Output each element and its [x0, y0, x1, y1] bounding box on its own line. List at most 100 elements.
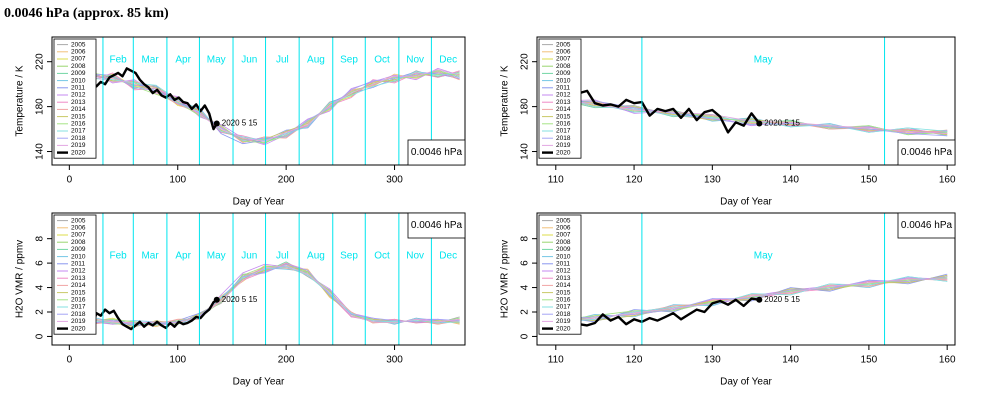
data-line	[69, 263, 460, 326]
y-tick-label: 2	[35, 309, 46, 315]
legend-label: 2019	[556, 142, 571, 149]
y-axis-label: H2O VMR / ppmv	[15, 240, 26, 318]
x-axis-label: Day of Year	[233, 377, 285, 388]
data-line	[69, 70, 460, 143]
legend-label: 2016	[556, 121, 571, 128]
end-annotation: 2020 5 15	[222, 295, 258, 304]
legend-label: 2011	[556, 85, 570, 92]
month-label: Aug	[307, 251, 325, 262]
pressure-box	[407, 212, 466, 239]
month-label: Aug	[307, 55, 325, 66]
end-annotation: 2020 5 15	[764, 295, 800, 304]
legend-label: 2008	[556, 239, 571, 246]
data-line	[555, 98, 948, 134]
data-line	[555, 276, 948, 325]
month-label: Jun	[241, 251, 257, 262]
legend-label: 2011	[71, 261, 85, 268]
legend-label: 2009	[71, 70, 86, 77]
legend-label: 2020	[71, 325, 86, 332]
legend-label: 2014	[71, 282, 86, 289]
legend-label: 2015	[556, 113, 571, 120]
legend-label: 2017	[556, 128, 571, 135]
legend-label: 2012	[71, 92, 86, 99]
data-line	[555, 278, 948, 321]
plot-area: Feb Mar Apr May Jun Jul Aug Sep Oct Nov Dec	[69, 213, 460, 345]
y-tick-label: 220	[520, 53, 531, 70]
plot-area: May	[555, 37, 948, 165]
legend-label: 2011	[71, 85, 85, 92]
x-tick-label: 200	[278, 355, 295, 366]
plot-area: May	[555, 213, 948, 345]
month-label: Nov	[406, 55, 424, 66]
legend-label: 2009	[556, 246, 571, 253]
data-line	[69, 267, 460, 326]
legend-label: 2010	[556, 77, 571, 84]
legend-label: 2018	[556, 135, 571, 142]
legend-label: 2007	[71, 232, 86, 239]
legend-label: 2007	[71, 56, 86, 63]
legend-label: 2010	[556, 253, 571, 260]
x-axis-label: Day of Year	[233, 197, 285, 208]
legend-label: 2015	[71, 113, 86, 120]
pressure-label: 0.0046 hPa	[901, 147, 953, 158]
legend-label: 2017	[71, 304, 86, 311]
x-tick-label: 300	[386, 175, 403, 186]
data-line	[69, 261, 460, 325]
legend-label: 2015	[71, 289, 86, 296]
x-tick-label: 130	[704, 355, 721, 366]
pressure-label: 0.0046 hPa	[411, 220, 463, 231]
data-line	[69, 262, 460, 325]
legend-label: 2008	[71, 239, 86, 246]
data-line	[69, 267, 460, 325]
y-axis-label: H2O VMR / ppmv	[500, 240, 511, 318]
pressure-box	[897, 139, 956, 166]
legend-label: 2013	[556, 99, 571, 106]
x-axis-label: Day of Year	[720, 197, 772, 208]
legend-label: 2006	[556, 225, 571, 232]
x-tick-label: 140	[782, 355, 799, 366]
y-tick-label: 4	[520, 284, 531, 290]
x-tick-label: 150	[861, 175, 878, 186]
legend-label: 2016	[71, 297, 86, 304]
data-line	[69, 68, 460, 146]
legend-label: 2005	[556, 217, 571, 224]
month-label: May	[207, 251, 226, 262]
legend-label: 2014	[71, 106, 86, 113]
pressure-label: 0.0046 hPa	[411, 147, 463, 158]
legend-label: 2006	[71, 49, 86, 56]
legend-label: 2005	[556, 41, 571, 48]
legend-label: 2018	[556, 311, 571, 318]
legend-label: 2020	[71, 149, 86, 156]
end-point	[213, 296, 220, 303]
x-tick-label: 120	[626, 355, 643, 366]
y-tick-label: 140	[35, 143, 46, 160]
legend-label: 2018	[71, 135, 86, 142]
data-line	[69, 265, 460, 324]
data-line	[69, 263, 460, 326]
month-label: Jun	[241, 55, 257, 66]
x-tick-label: 0	[67, 355, 73, 366]
x-tick-label: 160	[939, 355, 956, 366]
y-axis-label: Temperature / K	[15, 65, 26, 136]
month-label: Nov	[406, 251, 424, 262]
legend-label: 2010	[71, 253, 86, 260]
data-line	[555, 277, 948, 324]
legend-label: 2009	[71, 246, 86, 253]
x-tick-label: 110	[548, 175, 564, 186]
legend-label: 2010	[71, 77, 86, 84]
y-tick-label: 8	[35, 235, 46, 241]
x-axis-label: Day of Year	[720, 377, 772, 388]
data-line	[69, 263, 460, 326]
pressure-label: 0.0046 hPa	[901, 220, 953, 231]
data-line	[69, 266, 460, 325]
data-line	[563, 297, 760, 327]
page-title: 0.0046 hPa (approx. 85 km)	[4, 6, 169, 21]
data-line	[69, 69, 460, 142]
legend-label: 2013	[71, 99, 86, 106]
legend-label: 2018	[71, 311, 86, 318]
month-label: Dec	[439, 251, 457, 262]
plot-frame	[51, 212, 466, 346]
legend-label: 2005	[71, 217, 86, 224]
y-tick-label: 0	[35, 333, 46, 339]
